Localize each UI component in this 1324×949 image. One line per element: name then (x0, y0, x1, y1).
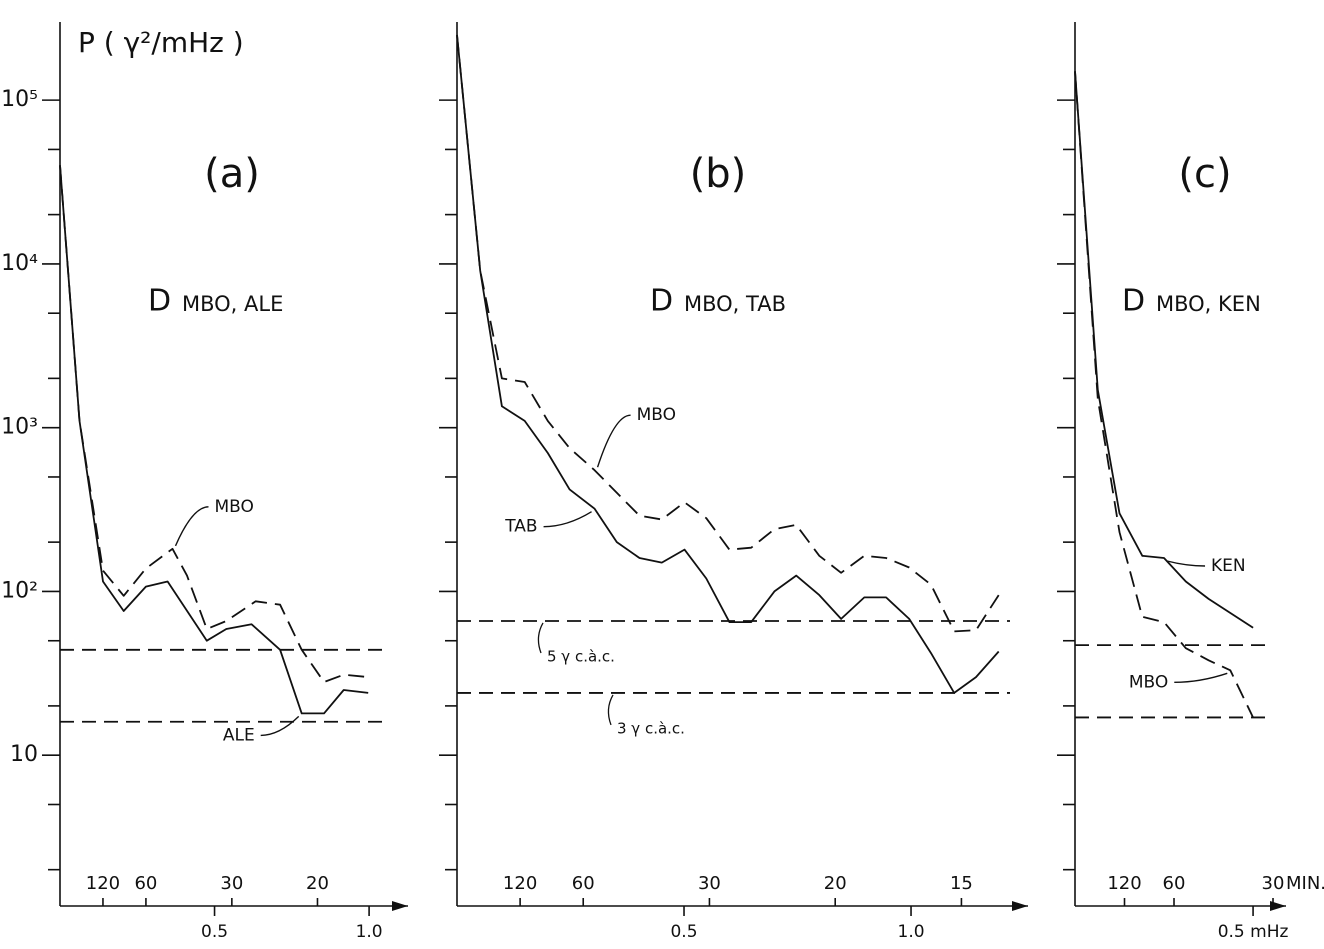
period-tick-label: 60 (134, 873, 157, 894)
x-tick-label: 1.0 (898, 922, 925, 942)
series-arrow (174, 506, 209, 547)
component-label: D (650, 284, 673, 319)
series-arrow (543, 511, 592, 528)
series-label: KEN (1211, 556, 1246, 576)
x-tick-label: 0.5 (201, 922, 228, 942)
period-axis-label: MIN. (1286, 873, 1324, 894)
series-arrow (596, 414, 631, 468)
period-tick-label: 120 (503, 873, 537, 894)
period-tick-label: 30 (698, 873, 721, 894)
y-tick-label: 10² (1, 578, 38, 603)
reference-label: 3 γ c.à.c. (617, 719, 685, 737)
station-label: MBO, KEN (1156, 292, 1261, 316)
reference-label: 5 γ c.à.c. (547, 647, 615, 665)
reference-arrow (537, 622, 544, 654)
series-label: ALE (223, 725, 255, 745)
series-line (456, 34, 1000, 694)
series-label: MBO (1129, 672, 1168, 692)
series-line (59, 165, 369, 683)
y-tick-label: 10 (10, 742, 38, 767)
panel-title: (b) (690, 151, 747, 197)
series-label: TAB (504, 517, 537, 537)
x-axis-arrow (392, 901, 408, 911)
x-axis-arrow (1012, 901, 1028, 911)
component-label: D (1122, 284, 1145, 319)
series-arrow (260, 715, 300, 737)
x-tick-label: 1.0 (356, 922, 383, 942)
x-tick-label: 0.5 (670, 922, 697, 942)
series-line (59, 165, 369, 715)
y-tick-label: 10⁵ (1, 87, 38, 112)
y-tick-label: 10³ (1, 415, 38, 440)
series-line (1074, 71, 1254, 629)
period-tick-label: 30 (220, 873, 243, 894)
series-arrow (1174, 672, 1228, 683)
period-tick-label: 30 (1262, 873, 1285, 894)
y-tick-label: 10⁴ (1, 251, 38, 276)
x-tick-label: 0.5 mHz (1218, 922, 1289, 942)
period-tick-label: 20 (306, 873, 329, 894)
reference-arrow (607, 694, 614, 726)
period-tick-label: 120 (86, 873, 120, 894)
period-tick-label: 60 (572, 873, 595, 894)
panel-title: (c) (1178, 151, 1231, 197)
period-tick-label: 15 (950, 873, 973, 894)
series-label: MBO (215, 497, 254, 517)
component-label: D (148, 284, 171, 319)
series-label: MBO (637, 405, 676, 425)
series-line (456, 34, 1000, 633)
station-label: MBO, TAB (684, 292, 786, 316)
panel-title: (a) (204, 151, 260, 197)
period-tick-label: 20 (824, 873, 847, 894)
station-label: MBO, ALE (182, 292, 283, 316)
x-axis-arrow (1270, 901, 1286, 911)
period-tick-label: 120 (1107, 873, 1141, 894)
y-axis-label: P ( γ²/mHz ) (78, 26, 244, 59)
period-tick-label: 60 (1163, 873, 1186, 894)
series-line (1074, 71, 1254, 718)
series-arrow (1166, 560, 1206, 567)
